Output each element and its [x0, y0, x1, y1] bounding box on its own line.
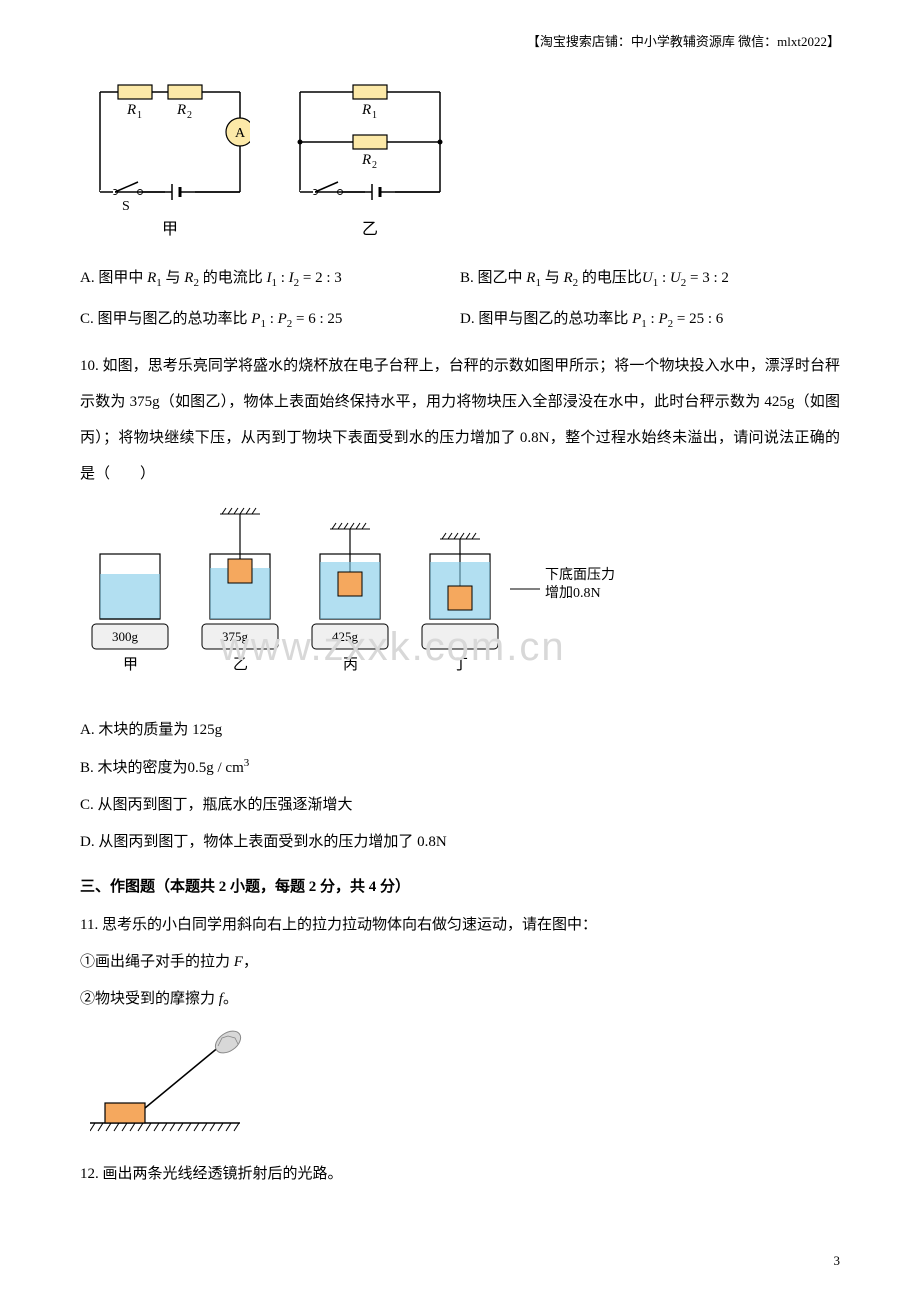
q9-option-d: D. 图甲与图乙的总功率比 P1 : P2 = 25 : 6	[460, 303, 840, 336]
circuit-left: R 1 R 2 A S 甲	[90, 72, 250, 242]
inclined-diagram	[90, 1028, 840, 1146]
q9-option-c: C. 图甲与图乙的总功率比 P1 : P2 = 6 : 25	[80, 303, 460, 336]
svg-text:R: R	[176, 102, 186, 118]
q11-sub1: ①画出绳子对手的拉力 F，	[80, 946, 840, 979]
circuit-right: R 1 R 2 乙	[290, 72, 450, 242]
q9-option-b: B. 图乙中 R1 与 R2 的电压比U1 : U2 = 3 : 2	[460, 262, 840, 295]
q10-option-c: C. 从图丙到图丁，瓶底水的压强逐渐增大	[80, 789, 840, 822]
svg-text:丁: 丁	[453, 657, 468, 673]
svg-text:2: 2	[372, 160, 377, 171]
opt-a-prefix: A. 图甲中	[80, 270, 147, 286]
q9-option-a: A. 图甲中 R1 与 R2 的电流比 I1 : I2 = 2 : 3	[80, 262, 460, 295]
svg-text:425g: 425g	[332, 629, 359, 644]
svg-text:1: 1	[372, 110, 377, 121]
svg-text:R: R	[361, 152, 371, 168]
svg-text:丙: 丙	[343, 657, 358, 673]
q11-sub2: ②物块受到的摩擦力 f。	[80, 983, 840, 1016]
q12-text: 12. 画出两条光线经透镜折射后的光路。	[80, 1158, 840, 1191]
svg-text:甲: 甲	[123, 657, 138, 673]
svg-text:乙: 乙	[362, 221, 378, 238]
section3-title: 三、作图题（本题共 2 小题，每题 2 分，共 4 分）	[80, 875, 840, 899]
beaker-diagram: 300g 甲 375g 乙	[90, 504, 840, 702]
svg-text:300g: 300g	[112, 629, 139, 644]
svg-text:乙: 乙	[233, 657, 248, 673]
svg-text:2: 2	[187, 110, 192, 121]
svg-text:R: R	[361, 102, 371, 118]
page-header: 【淘宝搜索店铺：中小学教辅资源库 微信：mlxt2022】	[527, 32, 840, 53]
page-number: 3	[834, 1251, 841, 1272]
q9-options-row1: A. 图甲中 R1 与 R2 的电流比 I1 : I2 = 2 : 3 B. 图…	[80, 262, 840, 295]
svg-text:A: A	[235, 126, 246, 141]
header-text: 【淘宝搜索店铺：中小学教辅资源库 微信：mlxt2022】	[527, 34, 840, 49]
circuit-diagram-container: R 1 R 2 A S 甲	[90, 72, 840, 242]
svg-text:增加0.8N: 增加0.8N	[545, 585, 601, 601]
q10-option-d: D. 从图丙到图丁，物体上表面受到水的压力增加了 0.8N	[80, 826, 840, 859]
q9-options-row2: C. 图甲与图乙的总功率比 P1 : P2 = 6 : 25 D. 图甲与图乙的…	[80, 303, 840, 336]
svg-text:下底面压力: 下底面压力	[545, 567, 615, 583]
q10-option-b: B. 木块的密度为0.5g / cm3	[80, 751, 840, 785]
q11-text: 11. 思考乐的小白同学用斜向右上的拉力拉动物体向右做匀速运动，请在图中：	[80, 909, 840, 942]
svg-text:R: R	[126, 102, 136, 118]
q10-text: 10. 如图，思考乐亮同学将盛水的烧杯放在电子台秤上，台秤的示数如图甲所示；将一…	[80, 348, 840, 492]
svg-text:S: S	[122, 199, 130, 214]
svg-text:375g: 375g	[222, 629, 249, 644]
q10-option-a: A. 木块的质量为 125g	[80, 714, 840, 747]
svg-text:1: 1	[137, 110, 142, 121]
svg-text:甲: 甲	[162, 221, 178, 238]
